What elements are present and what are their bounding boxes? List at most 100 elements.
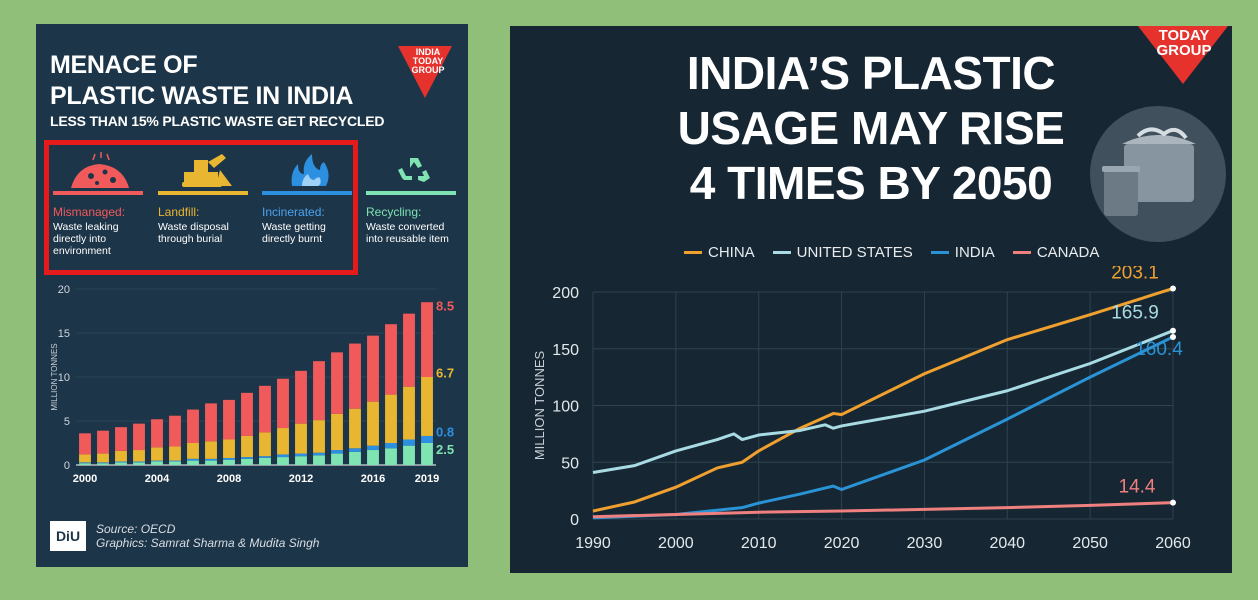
bar-segment bbox=[349, 343, 361, 409]
bar-segment bbox=[313, 455, 325, 465]
x-tick-label: 2000 bbox=[73, 473, 97, 485]
category-name: Incinerated: bbox=[262, 205, 325, 219]
x-tick-label: 2010 bbox=[741, 535, 777, 552]
bar-segment bbox=[79, 462, 91, 464]
category-name: Landfill: bbox=[158, 205, 200, 219]
end-point-marker bbox=[1170, 285, 1176, 292]
right-infographic: INDIA’S PLASTIC USAGE MAY RISE 4 TIMES B… bbox=[510, 26, 1232, 573]
bar-segment bbox=[259, 432, 271, 457]
bar-segment bbox=[331, 453, 343, 465]
logo-text-line1: TODAY bbox=[1158, 27, 1210, 44]
y-tick-label: 0 bbox=[570, 512, 579, 529]
left-infographic: MENACE OF PLASTIC WASTE IN INDIA LESS TH… bbox=[36, 24, 468, 567]
bar-segment bbox=[133, 461, 145, 463]
x-tick-label: 2020 bbox=[824, 535, 860, 552]
right-title-line1: INDIA’S PLASTIC bbox=[686, 47, 1056, 99]
data-label: 8.5 bbox=[436, 299, 454, 314]
garbage-bin-icon bbox=[1090, 106, 1226, 242]
logo-text-line2: TODAY bbox=[412, 56, 444, 66]
bar-segment bbox=[97, 453, 109, 463]
bar-segment bbox=[421, 443, 433, 465]
series-line-india bbox=[592, 335, 1174, 520]
bar-segment bbox=[403, 445, 415, 465]
end-value-label: 14.4 bbox=[1119, 477, 1156, 498]
category-name: Mismanaged: bbox=[53, 205, 126, 219]
bar-segment bbox=[169, 460, 181, 462]
bar-segment bbox=[421, 302, 433, 377]
bar-segment bbox=[115, 427, 127, 451]
category-bar bbox=[53, 191, 143, 195]
bar-segment bbox=[349, 408, 361, 449]
india-today-logo-text: INDIA TODAY GROUP bbox=[408, 48, 448, 75]
category-bar bbox=[158, 191, 248, 195]
x-tick-label: 1990 bbox=[575, 535, 611, 552]
bar-segment bbox=[277, 378, 289, 429]
bar-segment bbox=[403, 313, 415, 387]
legend-label: CANADA bbox=[1036, 244, 1100, 261]
category-desc: Waste getting directly burnt bbox=[262, 221, 326, 245]
data-label: 0.8 bbox=[436, 425, 454, 440]
legend-swatch bbox=[684, 251, 702, 254]
logo-text-line3: GROUP bbox=[411, 65, 445, 75]
bar-segment bbox=[403, 439, 415, 446]
y-tick-label: 0 bbox=[64, 460, 70, 472]
x-tick-label: 2016 bbox=[361, 473, 385, 485]
x-tick-label: 2060 bbox=[1155, 535, 1191, 552]
legend-swatch bbox=[930, 251, 949, 254]
bar-segment bbox=[367, 450, 379, 465]
bar-segment bbox=[421, 435, 433, 443]
bar-segment bbox=[313, 420, 325, 453]
end-value-label: 160.4 bbox=[1135, 339, 1183, 360]
bar-segment bbox=[133, 462, 145, 465]
bar-segment bbox=[223, 399, 235, 440]
chart-legend: CHINA UNITED STATES INDIA CANADA bbox=[684, 244, 1099, 261]
bar-segment bbox=[259, 385, 271, 433]
end-value-label: 203.1 bbox=[1111, 266, 1159, 283]
bar-segment bbox=[205, 441, 217, 459]
bar-segment bbox=[331, 352, 343, 414]
bar-segment bbox=[331, 413, 343, 451]
data-label: 2.5 bbox=[436, 442, 454, 457]
source-credit: Source: OECD Graphics: Samrat Sharma & M… bbox=[96, 522, 319, 550]
bar-segment bbox=[313, 361, 325, 421]
bar-segment bbox=[349, 448, 361, 452]
diu-logo: DiU bbox=[50, 521, 86, 551]
y-axis-label: MILLION TONNES bbox=[50, 343, 59, 410]
bar-segment bbox=[205, 458, 217, 461]
bar-segment bbox=[367, 445, 379, 451]
y-tick-label: 150 bbox=[552, 342, 579, 359]
bar-segment bbox=[367, 335, 379, 402]
category-desc: Waste leaking directly into environment bbox=[53, 221, 119, 257]
bar-segment bbox=[187, 443, 199, 459]
bar-segment bbox=[151, 447, 163, 461]
bar-segment bbox=[367, 401, 379, 446]
bar-segment bbox=[151, 460, 163, 462]
bulldozer-icon bbox=[182, 154, 232, 187]
bar-segment bbox=[385, 443, 397, 449]
y-tick-label: 15 bbox=[58, 328, 70, 340]
category-desc: Waste disposal through burial bbox=[158, 221, 229, 245]
bar-segment bbox=[295, 423, 307, 454]
legend-item-india: INDIA bbox=[930, 244, 995, 261]
bar-segment bbox=[133, 450, 145, 462]
bar-segment bbox=[169, 446, 181, 461]
bar-segment bbox=[295, 456, 307, 465]
bar-segment bbox=[241, 392, 253, 436]
y-tick-label: 20 bbox=[58, 284, 70, 296]
x-tick-label: 2012 bbox=[289, 473, 313, 485]
today-group-logo-text: TODAY GROUP bbox=[1146, 28, 1222, 58]
right-title-line2: USAGE MAY RISE bbox=[677, 102, 1065, 154]
y-tick-label: 5 bbox=[64, 416, 70, 428]
left-title: MENACE OF PLASTIC WASTE IN INDIA bbox=[50, 50, 353, 112]
left-subtitle: LESS THAN 15% PLASTIC WASTE GET RECYCLED bbox=[50, 113, 385, 129]
category-bar bbox=[366, 191, 456, 195]
bar-segment bbox=[115, 462, 127, 465]
bar-segment bbox=[115, 461, 127, 463]
bar-segment bbox=[205, 403, 217, 442]
bar-segment bbox=[385, 394, 397, 443]
bar-segment bbox=[187, 409, 199, 443]
x-tick-label: 2030 bbox=[907, 535, 943, 552]
legend-swatch bbox=[1012, 251, 1031, 254]
bar-segment bbox=[385, 324, 397, 395]
x-tick-label: 2040 bbox=[989, 535, 1025, 552]
